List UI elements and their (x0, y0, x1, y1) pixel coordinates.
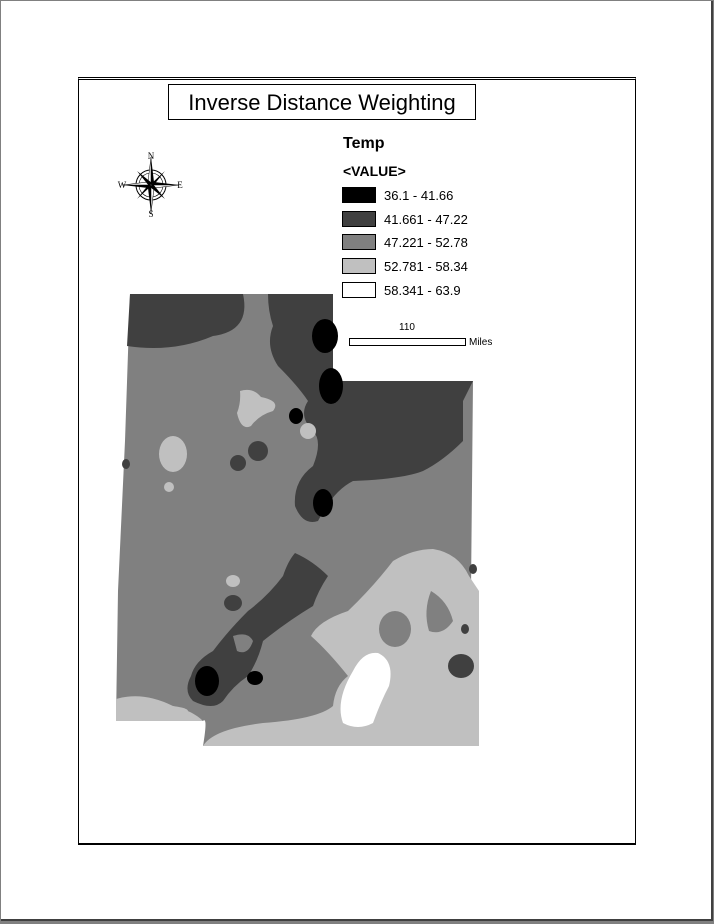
compass-w-label: W (118, 180, 127, 190)
map-title-box[interactable]: Inverse Distance Weighting (168, 84, 476, 120)
legend-swatch (342, 234, 376, 250)
map-frame (78, 77, 636, 845)
legend-label: 41.661 - 47.22 (384, 212, 468, 227)
scale-bar: 110 Miles (349, 322, 509, 352)
compass-n-label: N (148, 151, 155, 161)
compass-rose-icon: N S E W (118, 151, 184, 219)
scale-bar-segment (349, 338, 466, 346)
legend-field-name: <VALUE> (343, 163, 406, 179)
legend-label: 36.1 - 41.66 (384, 188, 454, 203)
compass-s-label: S (148, 209, 153, 219)
scale-bar-unit: Miles (469, 337, 493, 348)
legend-label: 52.781 - 58.34 (384, 259, 468, 274)
legend-swatch (342, 187, 376, 203)
map-title: Inverse Distance Weighting (188, 90, 456, 115)
legend-swatch (342, 258, 376, 274)
idw-raster-map[interactable] (113, 291, 479, 747)
legend-swatch (342, 282, 376, 298)
legend-swatch (342, 211, 376, 227)
compass-e-label: E (177, 180, 183, 190)
legend-title: Temp (343, 135, 385, 152)
legend-label: 47.221 - 52.78 (384, 235, 468, 250)
scale-bar-tick-label: 110 (399, 322, 415, 333)
legend-label: 58.341 - 63.9 (384, 283, 461, 298)
